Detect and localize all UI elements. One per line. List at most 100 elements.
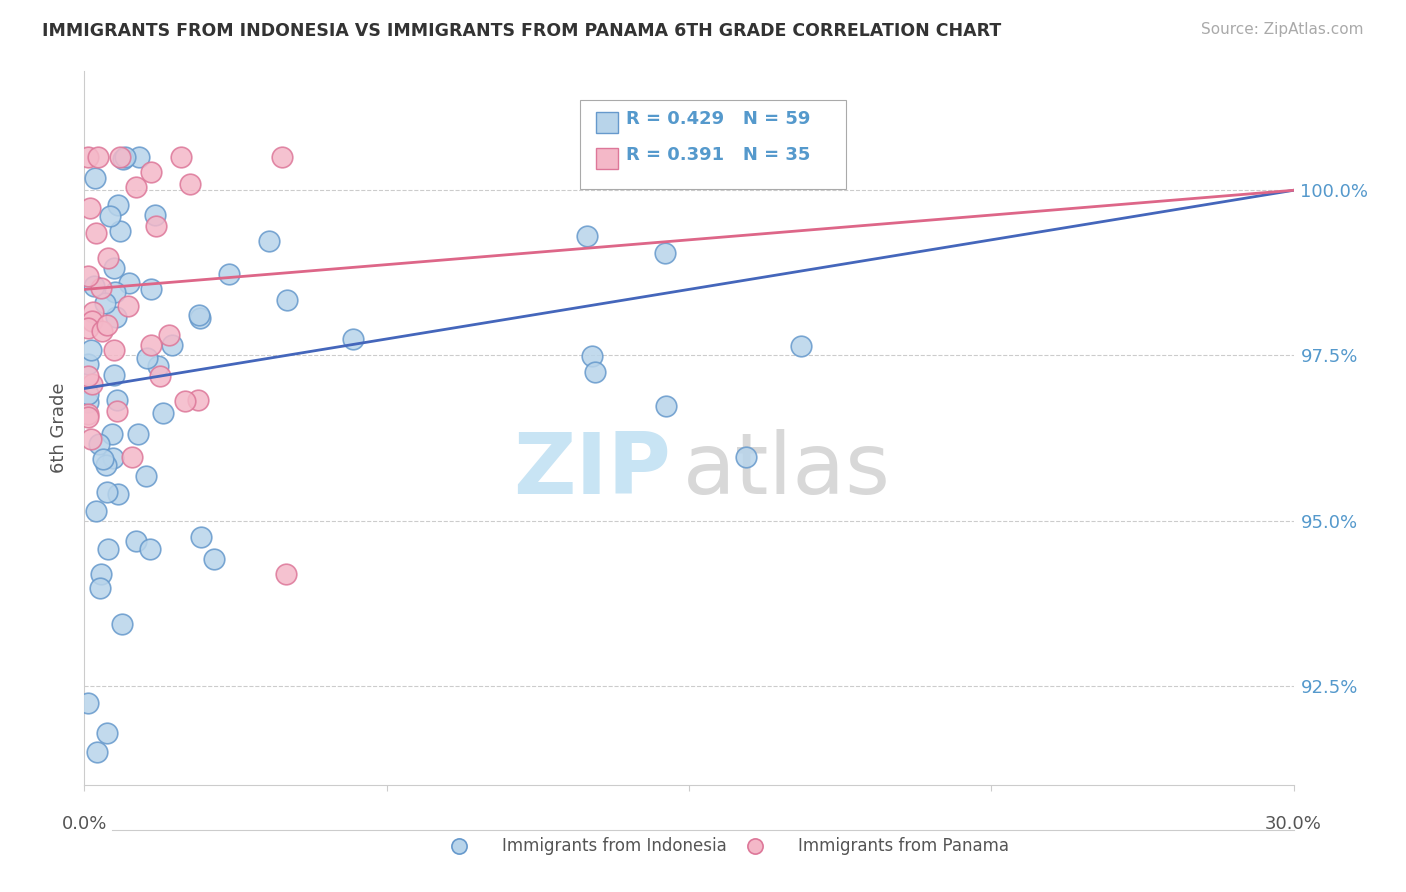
- Point: [103, 368, 125, 382]
- Point: [90, 281, 112, 295]
- Point: [79, 201, 101, 215]
- Point: [190, 311, 212, 326]
- Point: [202, 552, 225, 566]
- Point: [789, 339, 811, 353]
- Point: [77, 410, 100, 425]
- Point: [77, 150, 100, 164]
- Point: [80, 432, 103, 446]
- Point: [89, 581, 111, 595]
- Text: 0.0%: 0.0%: [62, 814, 107, 833]
- Point: [111, 153, 134, 167]
- Point: [96, 318, 118, 332]
- Point: [82, 305, 104, 319]
- Point: [187, 392, 209, 407]
- Point: [91, 452, 114, 467]
- Point: [98, 210, 121, 224]
- Point: [174, 393, 197, 408]
- Point: [157, 328, 180, 343]
- Text: 30.0%: 30.0%: [1265, 814, 1322, 833]
- Text: ZIP: ZIP: [513, 429, 671, 513]
- Point: [187, 308, 209, 322]
- Point: [124, 179, 146, 194]
- Point: [84, 171, 107, 186]
- Point: [77, 696, 100, 710]
- Point: [127, 427, 149, 442]
- Point: [77, 395, 100, 409]
- Point: [139, 337, 162, 351]
- Point: [575, 229, 598, 244]
- Point: [103, 451, 125, 466]
- Point: [143, 208, 166, 222]
- Point: [77, 357, 100, 371]
- Point: [583, 365, 606, 379]
- Point: [80, 343, 103, 358]
- Point: [105, 393, 128, 408]
- Point: [117, 299, 139, 313]
- Point: [77, 368, 100, 383]
- Text: R = 0.391   N = 35: R = 0.391 N = 35: [626, 146, 810, 164]
- Point: [170, 150, 193, 164]
- Point: [110, 150, 132, 164]
- Point: [141, 282, 163, 296]
- Point: [94, 296, 117, 310]
- Point: [86, 745, 108, 759]
- Point: [107, 198, 129, 212]
- Point: [135, 469, 157, 483]
- Point: [91, 324, 114, 338]
- Text: Immigrants from Panama: Immigrants from Panama: [797, 837, 1008, 855]
- FancyBboxPatch shape: [596, 112, 617, 134]
- Point: [146, 359, 169, 373]
- Point: [86, 150, 108, 164]
- Point: [179, 177, 201, 191]
- Point: [80, 314, 103, 328]
- Point: [139, 164, 162, 178]
- Point: [270, 150, 292, 164]
- Point: [108, 224, 131, 238]
- Point: [84, 226, 107, 240]
- Point: [111, 617, 134, 632]
- Point: [77, 387, 100, 401]
- Point: [114, 150, 136, 164]
- Point: [107, 487, 129, 501]
- Text: R = 0.429   N = 59: R = 0.429 N = 59: [626, 111, 810, 128]
- Text: Immigrants from Indonesia: Immigrants from Indonesia: [502, 837, 727, 855]
- Text: atlas: atlas: [683, 429, 891, 513]
- Text: IMMIGRANTS FROM INDONESIA VS IMMIGRANTS FROM PANAMA 6TH GRADE CORRELATION CHART: IMMIGRANTS FROM INDONESIA VS IMMIGRANTS …: [42, 22, 1001, 40]
- Point: [135, 351, 157, 365]
- Point: [654, 246, 676, 260]
- Point: [162, 337, 184, 351]
- Point: [96, 458, 118, 472]
- Point: [96, 541, 118, 556]
- Point: [89, 436, 111, 450]
- Point: [735, 450, 758, 464]
- Point: [84, 504, 107, 518]
- Point: [128, 150, 150, 164]
- Point: [101, 427, 124, 442]
- Point: [104, 285, 127, 299]
- Point: [149, 369, 172, 384]
- Point: [83, 278, 105, 293]
- Point: [104, 310, 127, 325]
- Point: [274, 566, 297, 581]
- Point: [121, 450, 143, 464]
- Y-axis label: 6th Grade: 6th Grade: [51, 383, 69, 474]
- Point: [97, 251, 120, 265]
- Text: Source: ZipAtlas.com: Source: ZipAtlas.com: [1201, 22, 1364, 37]
- Point: [145, 219, 167, 234]
- Point: [90, 567, 112, 582]
- Point: [190, 531, 212, 545]
- Point: [138, 542, 160, 557]
- Point: [152, 406, 174, 420]
- Point: [655, 399, 678, 413]
- Point: [581, 349, 603, 363]
- Point: [103, 343, 125, 357]
- Point: [77, 268, 100, 283]
- Point: [257, 234, 280, 248]
- Point: [105, 404, 128, 418]
- Point: [77, 321, 100, 335]
- Point: [342, 332, 364, 346]
- Point: [218, 267, 240, 281]
- Point: [125, 533, 148, 548]
- FancyBboxPatch shape: [581, 100, 846, 189]
- FancyBboxPatch shape: [596, 148, 617, 169]
